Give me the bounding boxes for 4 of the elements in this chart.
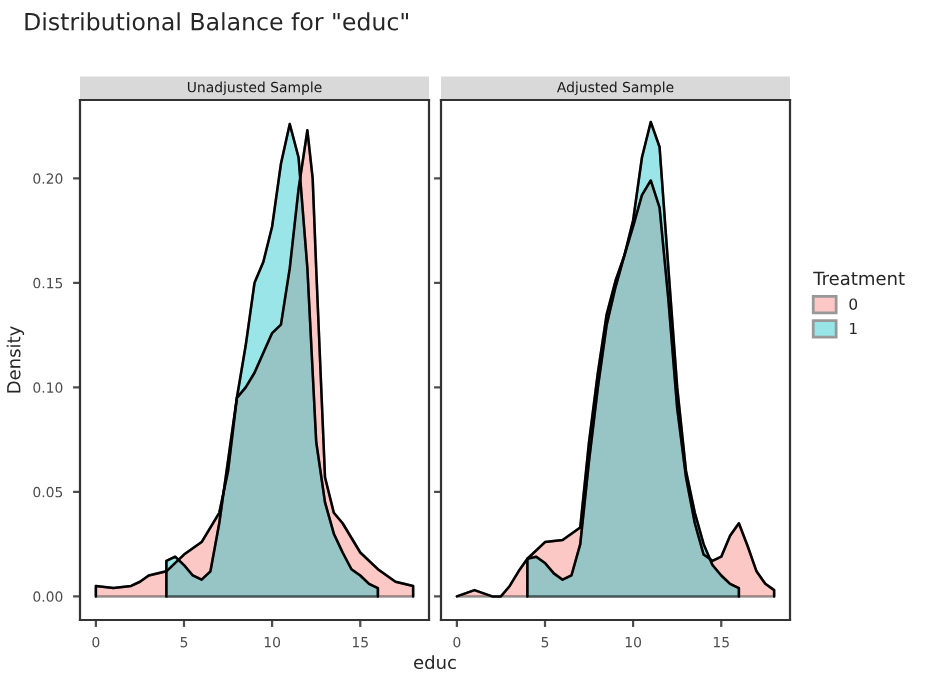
- legend-title: Treatment: [813, 271, 905, 286]
- x-axis-title: educ: [414, 655, 456, 670]
- y-axis-title: Density: [6, 326, 25, 393]
- chart-title: Distributional Balance for "educ": [25, 12, 408, 31]
